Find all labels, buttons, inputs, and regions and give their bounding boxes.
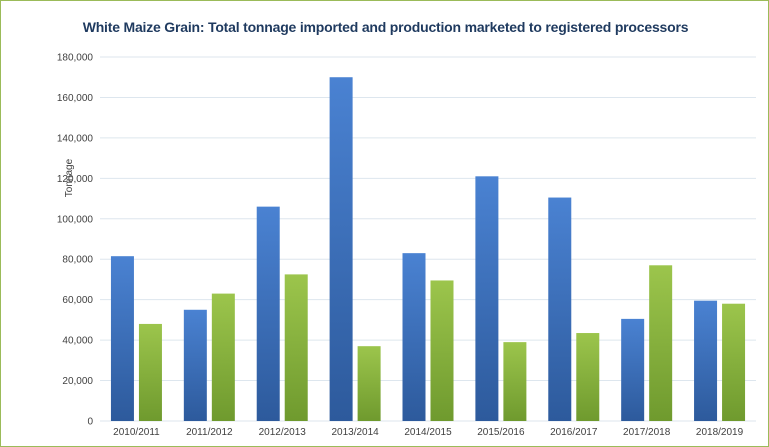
y-axis-title: Tonnage: [64, 158, 75, 197]
bar-series-2-2010-2011: [138, 323, 162, 421]
x-tick-label: 2015/2016: [477, 427, 525, 438]
x-tick-label: 2013/2014: [331, 427, 379, 438]
y-tick-label: 100,000: [57, 214, 94, 225]
bar-series-2-2015-2016: [503, 342, 527, 421]
x-tick-label: 2011/2012: [186, 427, 233, 438]
bar-series-1-2012-2013: [256, 206, 280, 421]
bar-series-1-2018-2019: [694, 300, 718, 421]
bar-series-2-2017-2018: [649, 265, 673, 421]
bar-series-2-2016-2017: [576, 333, 600, 421]
chart-title: White Maize Grain: Total tonnage importe…: [82, 19, 689, 35]
bar-series-2-2011-2012: [211, 293, 235, 421]
x-tick-label: 2010/2011: [113, 427, 160, 438]
y-axis-ticks: 0 20,000 40,000 60,000 80,000 100,000 120,000 1…: [57, 53, 94, 428]
bars: [110, 77, 746, 421]
bar-series-1-2013-2014: [329, 77, 353, 421]
y-tick-label: 20,000: [62, 376, 93, 387]
bar-series-2-2018-2019: [722, 303, 746, 421]
bar-series-1-2016-2017: [548, 197, 572, 421]
y-tick-label: 140,000: [57, 133, 94, 144]
bar-series-1-2014-2015: [402, 253, 426, 421]
bar-series-1-2015-2016: [475, 176, 499, 421]
y-tick-label: 160,000: [57, 93, 94, 104]
y-tick-label: 120,000: [57, 174, 94, 185]
y-tick-label: 40,000: [62, 336, 93, 347]
bar-series-2-2012-2013: [284, 274, 308, 421]
x-axis-ticks: 2010/2011 2011/2012 2012/2013 2013/2014 2014…: [113, 427, 743, 438]
x-tick-label: 2012/2013: [259, 427, 307, 438]
x-tick-label: 2018/2019: [696, 427, 744, 438]
y-tick-label: 180,000: [57, 53, 94, 64]
x-tick-label: 2016/2017: [550, 427, 598, 438]
bar-series-1-2010-2011: [110, 256, 134, 421]
gridlines: [100, 56, 756, 422]
y-tick-label: 0: [87, 417, 93, 428]
bar-series-1-2011-2012: [183, 309, 207, 421]
x-tick-label: 2014/2015: [404, 427, 452, 438]
bar-series-1-2017-2018: [621, 318, 645, 421]
bar-series-2-2014-2015: [430, 280, 454, 421]
bar-series-2-2013-2014: [357, 346, 381, 421]
y-tick-label: 80,000: [62, 255, 93, 266]
x-tick-label: 2017/2018: [623, 427, 671, 438]
y-tick-label: 60,000: [62, 295, 93, 306]
